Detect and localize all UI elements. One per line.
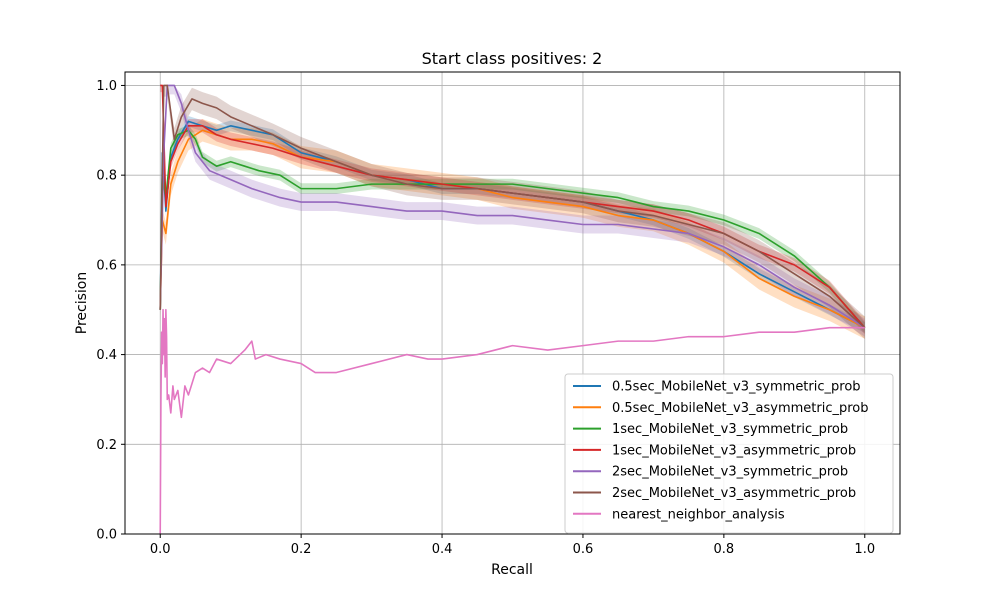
legend-box bbox=[564, 373, 894, 534]
y-axis-ticks: 0.0 0.2 0.4 0.6 0.8 1.0 bbox=[96, 79, 125, 543]
legend-label-0-5sec-mobilenet-v3-symmetric-prob: 0.5sec_MobileNet_v3_symmetric_prob bbox=[612, 380, 861, 395]
line-1sec-mobilenet-v3-asymmetric-prob bbox=[160, 84, 866, 329]
legend: 0.5sec_MobileNet_v3_symmetric_prob 0.5sec… bbox=[564, 373, 894, 534]
y-tick-label: 0.4 bbox=[96, 348, 117, 363]
x-tick-label: 0.2 bbox=[291, 542, 312, 557]
y-tick-label: 0.2 bbox=[96, 438, 117, 453]
line-1sec-mobilenet-v3-symmetric-prob bbox=[159, 129, 866, 329]
legend-label-2sec-mobilenet-v3-asymmetric-prob: 2sec_MobileNet_v3_asymmetric_prob bbox=[612, 486, 856, 501]
y-axis-label: Precision bbox=[74, 272, 90, 334]
legend-label-nearest-neighbor-analysis: nearest_neighbor_analysis bbox=[612, 507, 785, 522]
series-lines bbox=[159, 84, 866, 535]
x-tick-label: 0.4 bbox=[432, 542, 453, 557]
x-tick-label: 0.0 bbox=[150, 542, 171, 557]
confidence-bands bbox=[160, 85, 865, 339]
band-2sec-mobilenet-v3-symmetric-prob bbox=[160, 85, 865, 337]
y-tick-label: 1.0 bbox=[96, 79, 117, 94]
plot-frame bbox=[124, 71, 901, 535]
x-axis-label: Recall bbox=[491, 562, 533, 578]
band-0-5sec-mobilenet-v3-asymmetric-prob bbox=[160, 119, 865, 339]
line-nearest-neighbor-analysis bbox=[159, 308, 865, 535]
band-2sec-mobilenet-v3-asymmetric-prob bbox=[160, 85, 865, 339]
x-axis-ticks: 0.0 0.2 0.4 0.6 0.8 1.0 bbox=[150, 534, 875, 557]
chart-title: Start class positives: 2 bbox=[422, 49, 603, 68]
line-2sec-mobilenet-v3-asymmetric-prob bbox=[159, 84, 866, 329]
y-tick-label: 0.6 bbox=[96, 258, 117, 273]
line-2sec-mobilenet-v3-symmetric-prob bbox=[159, 84, 866, 329]
x-tick-label: 0.8 bbox=[714, 542, 735, 557]
legend-label-2sec-mobilenet-v3-symmetric-prob: 2sec_MobileNet_v3_symmetric_prob bbox=[612, 465, 848, 480]
legend-label-0-5sec-mobilenet-v3-asymmetric-prob: 0.5sec_MobileNet_v3_asymmetric_prob bbox=[612, 401, 869, 416]
legend-label-1sec-mobilenet-v3-asymmetric-prob: 1sec_MobileNet_v3_asymmetric_prob bbox=[612, 443, 856, 458]
legend-label-1sec-mobilenet-v3-symmetric-prob: 1sec_MobileNet_v3_symmetric_prob bbox=[612, 422, 848, 437]
x-tick-label: 1.0 bbox=[854, 542, 875, 557]
y-tick-label: 0.8 bbox=[96, 169, 117, 184]
x-tick-label: 0.6 bbox=[573, 542, 594, 557]
y-tick-label: 0.0 bbox=[96, 528, 117, 543]
